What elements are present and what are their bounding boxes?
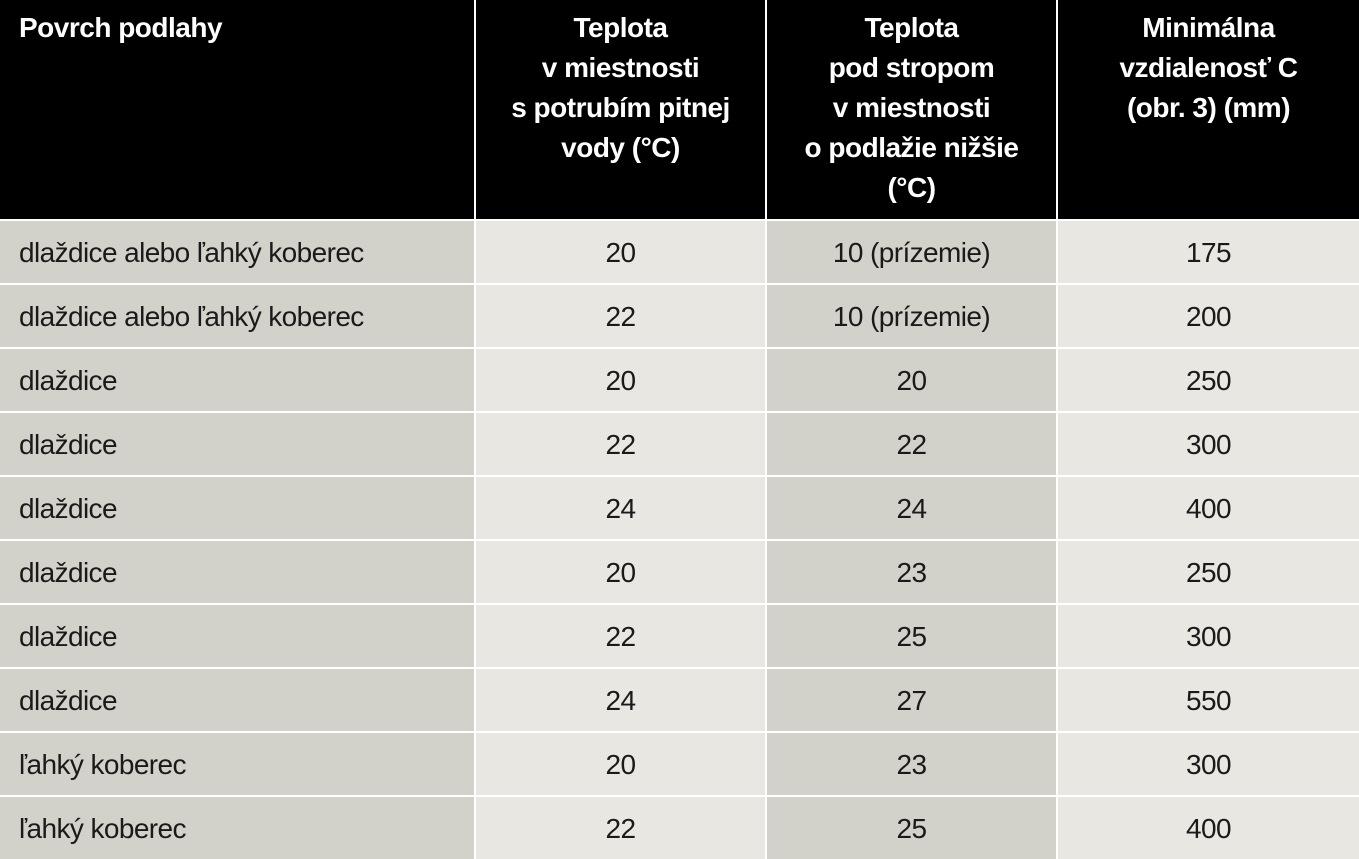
table-cell: 400 — [1058, 477, 1359, 539]
table-cell: 20 — [476, 221, 765, 283]
table-cell: 20 — [476, 541, 765, 603]
table-cell: 22 — [476, 285, 765, 347]
table-cell: 22 — [476, 797, 765, 859]
table-cell: 24 — [476, 669, 765, 731]
table-cell: dlaždice — [0, 669, 474, 731]
table-cell: dlaždice — [0, 477, 474, 539]
table-cell: dlaždice — [0, 605, 474, 667]
table-cell: 22 — [767, 413, 1056, 475]
table-cell: 22 — [476, 605, 765, 667]
table-cell: 300 — [1058, 733, 1359, 795]
table-cell: 400 — [1058, 797, 1359, 859]
table-cell: 550 — [1058, 669, 1359, 731]
table-cell: ľahký koberec — [0, 733, 474, 795]
table-cell: 23 — [767, 541, 1056, 603]
table-cell: dlaždice — [0, 349, 474, 411]
header-cell: Minimálna vzdialenosť C (obr. 3) (mm) — [1058, 0, 1359, 219]
table-cell: 27 — [767, 669, 1056, 731]
table-cell: 300 — [1058, 413, 1359, 475]
table-cell: 23 — [767, 733, 1056, 795]
table-cell: 22 — [476, 413, 765, 475]
table-cell: dlaždice alebo ľahký koberec — [0, 285, 474, 347]
table-cell: 300 — [1058, 605, 1359, 667]
table-cell: 200 — [1058, 285, 1359, 347]
table-cell: 175 — [1058, 221, 1359, 283]
table-cell: ľahký koberec — [0, 797, 474, 859]
table-cell: 25 — [767, 605, 1056, 667]
table-cell: 20 — [476, 733, 765, 795]
table-cell: 250 — [1058, 541, 1359, 603]
header-cell: Teplota pod stropom v miestnosti o podla… — [767, 0, 1056, 219]
table-cell: dlaždice — [0, 541, 474, 603]
table-cell: dlaždice — [0, 413, 474, 475]
header-cell: Teplota v miestnosti s potrubím pitnej v… — [476, 0, 765, 219]
table-cell: 20 — [476, 349, 765, 411]
table-cell: 10 (prízemie) — [767, 285, 1056, 347]
table-cell: 10 (prízemie) — [767, 221, 1056, 283]
table-cell: 24 — [476, 477, 765, 539]
table-cell: 250 — [1058, 349, 1359, 411]
header-cell: Povrch podlahy — [0, 0, 474, 219]
table-cell: 24 — [767, 477, 1056, 539]
table-cell: 25 — [767, 797, 1056, 859]
table-cell: 20 — [767, 349, 1056, 411]
table-cell: dlaždice alebo ľahký koberec — [0, 221, 474, 283]
